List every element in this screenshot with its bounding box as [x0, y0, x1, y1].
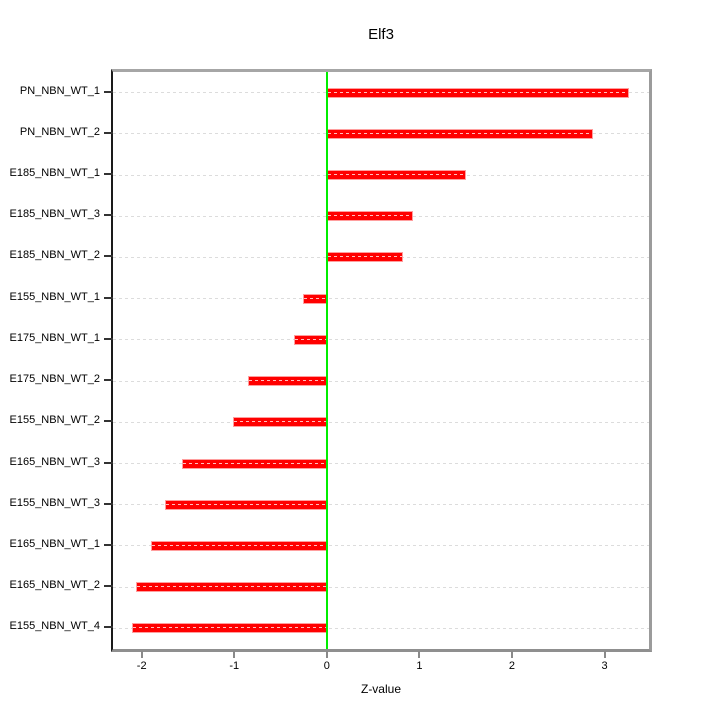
row-gridline	[113, 380, 649, 382]
bar-center-dash	[151, 544, 327, 546]
bar-center-dash	[249, 380, 327, 382]
bar	[164, 499, 328, 510]
x-tick-label: -1	[229, 660, 240, 672]
bar	[326, 128, 593, 139]
y-tick	[104, 585, 113, 588]
row-gridline	[113, 298, 649, 300]
y-tick	[104, 502, 113, 505]
bar-center-dash	[182, 462, 327, 464]
y-tick	[104, 255, 113, 258]
y-tick-label: E165_NBN_WT_2	[9, 579, 101, 592]
bar-center-dash	[327, 91, 628, 93]
y-tick-label: E155_NBN_WT_4	[9, 620, 101, 633]
y-tick-label: E165_NBN_WT_1	[9, 537, 101, 550]
x-tick-label: 3	[601, 660, 608, 672]
y-tick	[104, 214, 113, 217]
y-tick	[104, 296, 113, 299]
row-gridline	[113, 504, 649, 506]
bar	[293, 334, 328, 345]
x-tick	[510, 651, 513, 658]
bar-center-dash	[165, 503, 327, 505]
y-tick	[104, 543, 113, 546]
y-tick-label: E165_NBN_WT_3	[9, 455, 101, 468]
bar	[326, 252, 403, 263]
bar	[248, 376, 328, 387]
zero-reference-line	[325, 72, 328, 649]
y-tick-label: E155_NBN_WT_2	[9, 414, 101, 427]
y-tick-label: PN_NBN_WT_2	[19, 125, 100, 138]
y-tick	[104, 626, 113, 629]
bar-center-dash	[234, 421, 327, 423]
x-tick	[140, 651, 143, 658]
row-gridline	[113, 339, 649, 341]
bar-center-dash	[327, 174, 465, 176]
bar	[136, 582, 328, 593]
bar	[181, 458, 328, 469]
plot-area	[111, 69, 652, 652]
row-gridline	[113, 545, 649, 547]
bar-center-dash	[327, 256, 402, 258]
y-tick	[104, 379, 113, 382]
bar	[326, 87, 629, 98]
bar-center-dash	[327, 132, 592, 134]
bar	[150, 540, 328, 551]
bar-center-dash	[137, 586, 327, 588]
x-tick-label: 1	[416, 660, 423, 672]
bar-center-dash	[294, 338, 327, 340]
bar-center-dash	[132, 627, 327, 629]
row-gridline	[113, 586, 649, 588]
y-tick-label: E175_NBN_WT_1	[9, 331, 101, 344]
y-tick	[104, 90, 113, 93]
x-tick-label: -2	[136, 660, 147, 672]
x-tick	[233, 651, 236, 658]
x-tick	[603, 651, 606, 658]
bar	[233, 417, 328, 428]
x-axis-label: Z-value	[360, 682, 401, 696]
row-gridline	[113, 463, 649, 465]
bar-center-dash	[303, 297, 327, 299]
y-tick-label: E175_NBN_WT_2	[9, 373, 101, 386]
bar	[326, 170, 466, 181]
y-tick	[104, 131, 113, 134]
y-tick-label: E185_NBN_WT_1	[9, 167, 101, 180]
x-tick	[418, 651, 421, 658]
row-gridline	[113, 627, 649, 629]
y-tick	[104, 337, 113, 340]
bar-center-dash	[327, 215, 412, 217]
bar	[302, 293, 328, 304]
y-tick-label: E155_NBN_WT_3	[9, 496, 101, 509]
y-tick-label: PN_NBN_WT_1	[19, 84, 100, 97]
row-gridline	[113, 421, 649, 423]
chart-title: Elf3	[368, 26, 394, 43]
y-tick	[104, 420, 113, 423]
y-tick-label: E155_NBN_WT_1	[9, 290, 101, 303]
y-tick	[104, 173, 113, 176]
bar	[326, 211, 413, 222]
bar	[131, 623, 328, 634]
x-tick	[325, 651, 328, 658]
y-tick-label: E185_NBN_WT_2	[9, 249, 101, 262]
x-tick-label: 2	[508, 660, 516, 672]
y-tick-label: E185_NBN_WT_3	[9, 208, 101, 221]
y-tick	[104, 461, 113, 464]
x-tick-label: 0	[323, 660, 330, 672]
